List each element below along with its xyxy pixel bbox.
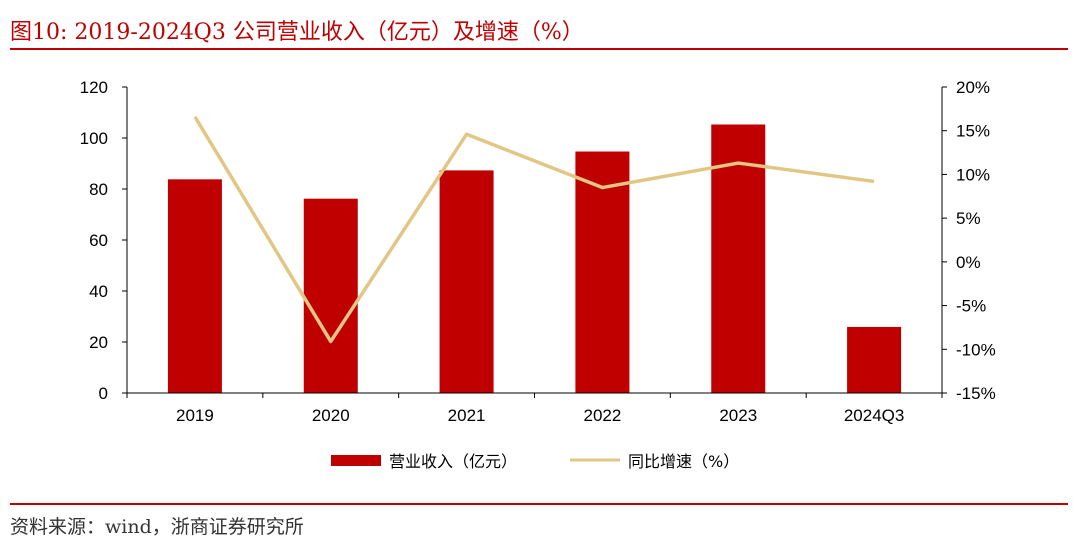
left-tick-label: 20 bbox=[89, 333, 108, 352]
legend-line-label: 同比增速（%） bbox=[628, 452, 739, 471]
right-tick-label: 20% bbox=[956, 78, 990, 97]
figure-title: 图10: 2019-2024Q3 公司营业收入（亿元）及增速（%） bbox=[10, 20, 584, 45]
bar bbox=[167, 179, 222, 393]
left-tick-label: 0 bbox=[99, 384, 108, 403]
right-axis: -15% -10% -5% 0% 5% 10% 15% 20% bbox=[941, 78, 996, 403]
title-rule bbox=[10, 48, 1068, 50]
left-axis: 0 20 40 60 80 100 120 bbox=[80, 78, 128, 403]
right-tick-label: -5% bbox=[956, 297, 986, 316]
x-tick-label: 2023 bbox=[719, 406, 757, 425]
right-tick-label: 10% bbox=[956, 165, 990, 184]
right-tick-label: 0% bbox=[956, 253, 981, 272]
x-tick-label: 2020 bbox=[312, 406, 350, 425]
legend-bar-label: 营业收入（亿元） bbox=[389, 452, 517, 471]
x-tick-label: 2019 bbox=[176, 406, 214, 425]
bar bbox=[303, 198, 358, 393]
legend: 营业收入（亿元） 同比增速（%） bbox=[331, 452, 739, 471]
left-tick-label: 60 bbox=[89, 231, 108, 250]
left-tick-label: 80 bbox=[89, 180, 108, 199]
x-tick-label: 2021 bbox=[448, 406, 486, 425]
legend-bar-swatch bbox=[331, 455, 381, 466]
bottom-rule bbox=[10, 503, 1068, 505]
left-tick-label: 120 bbox=[80, 78, 108, 97]
bar bbox=[711, 124, 766, 394]
bar bbox=[575, 151, 630, 393]
x-tick-label: 2022 bbox=[584, 406, 622, 425]
right-tick-label: 15% bbox=[956, 122, 990, 141]
bar bbox=[439, 170, 494, 393]
bar bbox=[847, 326, 902, 393]
source-note: 资料来源：wind，浙商证券研究所 bbox=[10, 516, 304, 538]
right-tick-label: -15% bbox=[956, 384, 996, 403]
right-tick-label: -10% bbox=[956, 340, 996, 359]
left-tick-label: 40 bbox=[89, 282, 108, 301]
line-series bbox=[193, 115, 875, 344]
right-tick-label: 5% bbox=[956, 209, 981, 228]
x-tick-label: 2024Q3 bbox=[844, 406, 905, 425]
left-tick-label: 100 bbox=[80, 129, 108, 148]
growth-line bbox=[193, 115, 875, 344]
x-axis: 2019 2020 2021 2022 2023 2024Q3 bbox=[126, 392, 943, 425]
bar-series bbox=[167, 124, 902, 394]
